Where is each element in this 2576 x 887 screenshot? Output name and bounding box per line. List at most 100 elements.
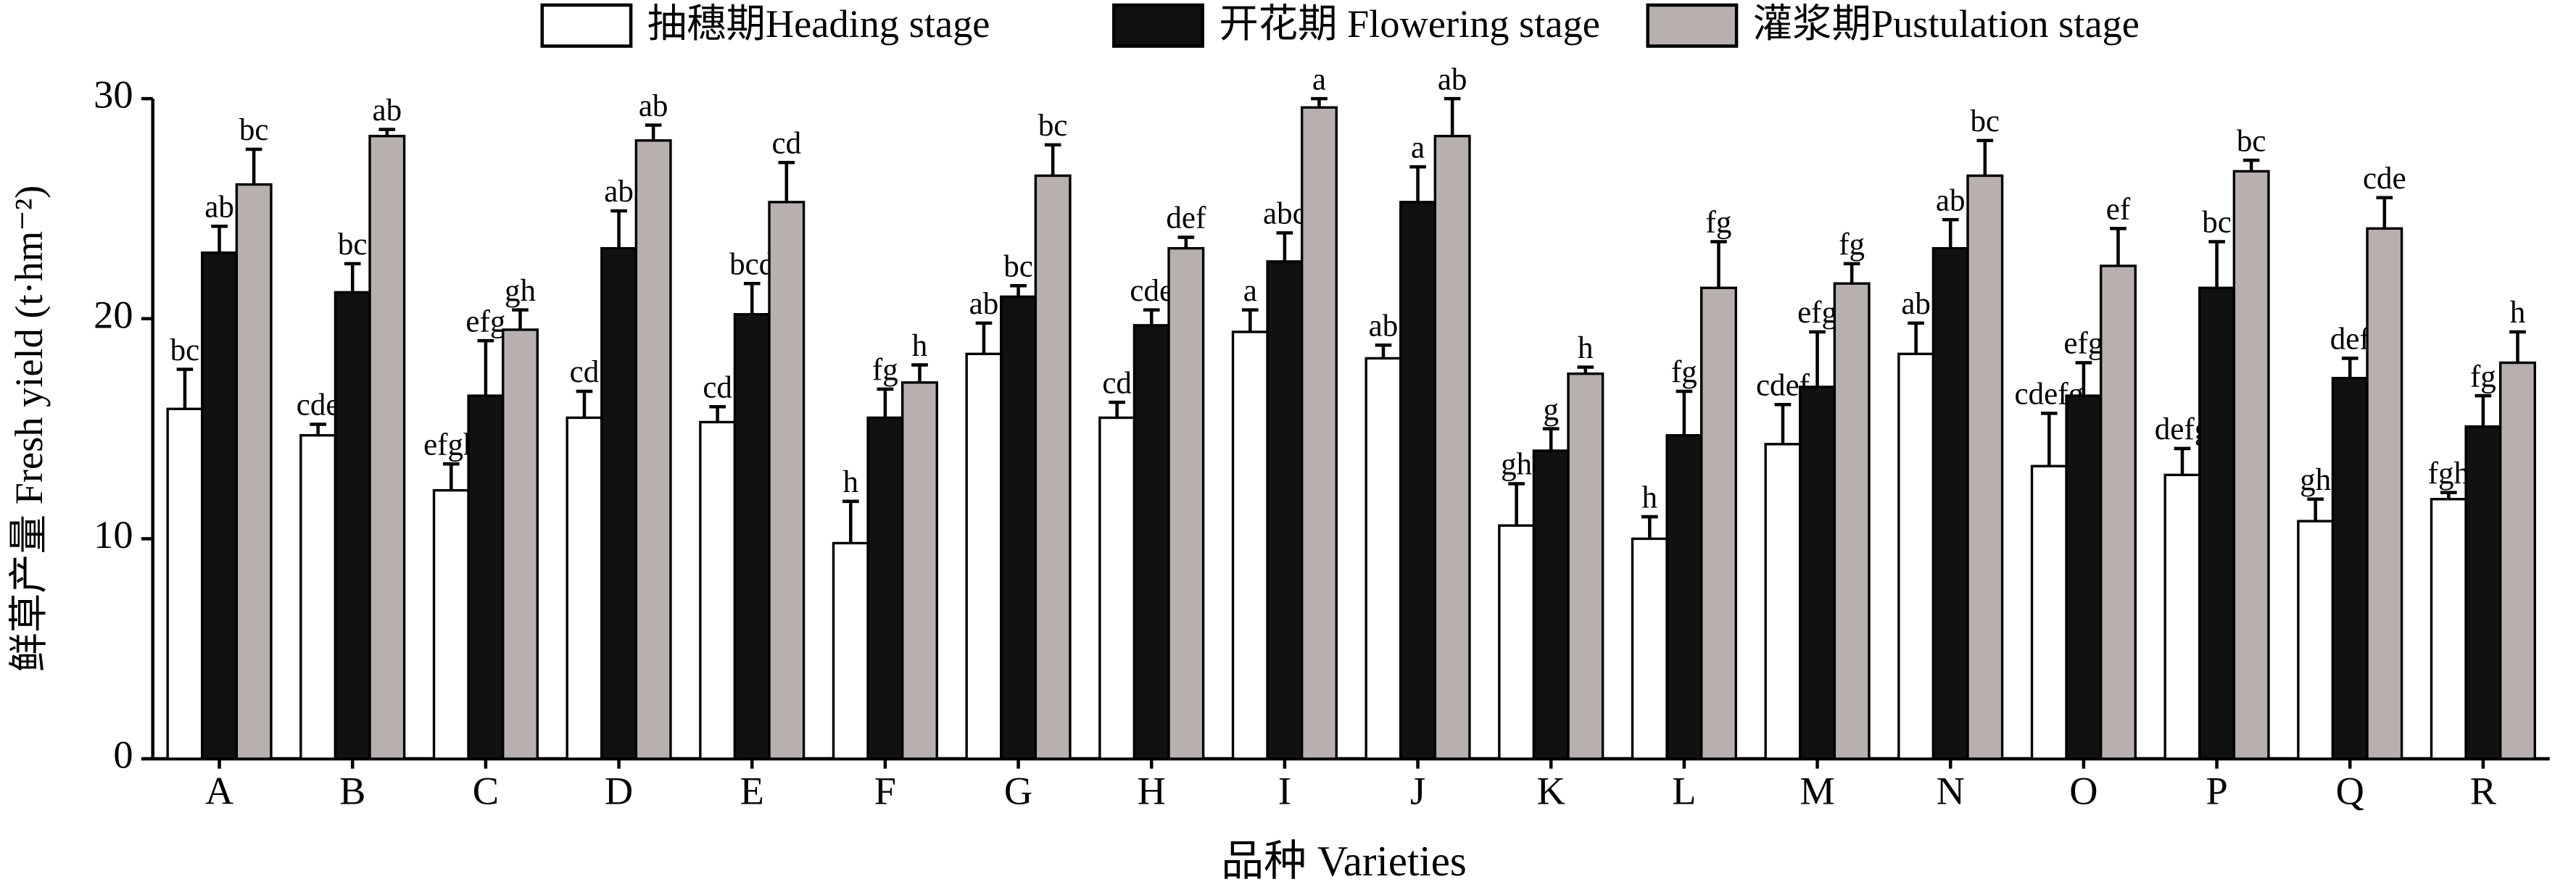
significance-letter: a	[1243, 274, 1257, 308]
error-bar	[1109, 400, 1125, 418]
significance-letter: ab	[372, 93, 402, 128]
significance-letter: gh	[2300, 463, 2331, 497]
bar	[201, 251, 239, 760]
significance-letter: bc	[1971, 104, 2000, 138]
error-bar	[2242, 158, 2260, 172]
bar	[1764, 443, 1802, 760]
x-tick-label: H	[1138, 769, 1166, 812]
bar	[2499, 361, 2536, 760]
bar	[1498, 524, 1536, 760]
error-bar	[709, 404, 726, 422]
bar	[432, 488, 470, 760]
error-bar	[743, 281, 761, 315]
significance-letter: efg	[465, 304, 505, 338]
bar	[299, 434, 337, 760]
bar	[566, 416, 603, 760]
legend-label: 灌浆期Pustulation stage	[1753, 2, 2140, 46]
bar	[1000, 295, 1038, 760]
bar	[2065, 394, 2103, 760]
bar	[768, 201, 805, 760]
x-axis-label: 品种 Varieties	[1221, 838, 1467, 885]
error-bar	[344, 262, 361, 293]
error-bar	[778, 160, 795, 202]
y-tick-label: 0	[113, 733, 133, 777]
bar	[2232, 170, 2270, 760]
legend-swatch	[1646, 3, 1739, 48]
error-bar	[2376, 196, 2393, 229]
error-bar	[2174, 446, 2191, 475]
significance-letter: g	[1543, 393, 1559, 427]
error-bar	[975, 321, 993, 354]
legend-swatch	[1112, 3, 1204, 48]
bar	[832, 541, 869, 760]
error-bar	[1774, 402, 1792, 444]
significance-letter: ab	[969, 287, 999, 321]
bar	[1300, 106, 1338, 760]
bar	[600, 246, 638, 760]
error-bar	[1375, 343, 1392, 359]
x-tick-label: O	[2069, 769, 2097, 812]
bar	[1167, 246, 1205, 760]
y-tick-label: 20	[94, 293, 133, 336]
significance-letter: cd	[1102, 366, 1132, 400]
bar	[1799, 386, 1836, 760]
significance-letter: ab	[1438, 62, 1467, 96]
x-tick-label: K	[1537, 769, 1565, 812]
significance-letter: def	[2330, 322, 2371, 357]
error-bar	[911, 363, 928, 383]
error-bar	[2474, 393, 2492, 427]
error-bar	[310, 422, 326, 436]
significance-letter: h	[1578, 331, 1594, 365]
bar	[866, 416, 904, 760]
bar	[2100, 265, 2137, 760]
bar	[1231, 330, 1269, 760]
legend-label: 抽穗期Heading stage	[647, 2, 990, 46]
bar	[235, 183, 273, 760]
error-bar	[1641, 515, 1658, 539]
error-bar	[176, 367, 194, 409]
y-axis-label: 鲜草产量 Fresh yield (t·hm⁻²)	[7, 186, 51, 672]
error-bar	[645, 123, 662, 141]
bar	[1034, 174, 1072, 760]
significance-letter: gh	[1501, 448, 1532, 482]
significance-letter: efg	[2063, 327, 2103, 361]
bar	[1833, 282, 1871, 760]
significance-letter: cde	[297, 388, 340, 422]
bar	[1266, 260, 1304, 760]
error-bar	[1010, 283, 1027, 297]
x-tick-label: Q	[2336, 769, 2364, 812]
x-tick-label: R	[2470, 769, 2497, 812]
x-tick-label: G	[1004, 769, 1032, 812]
x-tick-label: I	[1278, 769, 1291, 812]
error-bar	[1577, 365, 1594, 374]
error-bar	[2341, 357, 2358, 378]
error-bar	[1311, 96, 1328, 108]
error-bar	[842, 499, 859, 544]
significance-letter: abc	[1263, 197, 1306, 231]
error-bar	[610, 209, 627, 249]
bar	[467, 394, 505, 760]
error-bar	[2110, 227, 2126, 266]
significance-letter: fgh	[2428, 457, 2469, 491]
significance-letter: a	[1411, 130, 1425, 165]
bar	[334, 291, 371, 760]
bar	[2331, 377, 2369, 760]
error-bar	[1409, 165, 1426, 202]
error-bar	[1542, 427, 1560, 451]
x-tick-label: P	[2206, 769, 2227, 812]
error-bar	[1942, 217, 1959, 249]
significance-letter: bcd	[729, 247, 774, 281]
error-bar	[1976, 138, 1994, 176]
x-tick-label: N	[1937, 769, 1965, 812]
error-bar	[1241, 308, 1259, 333]
error-bar	[1809, 330, 1826, 387]
significance-letter: fg	[1839, 228, 1865, 262]
error-bar	[378, 128, 396, 136]
bar	[1700, 286, 1737, 760]
significance-letter: bc	[239, 113, 269, 147]
significance-letter: ab	[604, 175, 634, 209]
error-bar	[1710, 240, 1727, 288]
bar	[900, 381, 938, 760]
bar	[1433, 135, 1471, 760]
